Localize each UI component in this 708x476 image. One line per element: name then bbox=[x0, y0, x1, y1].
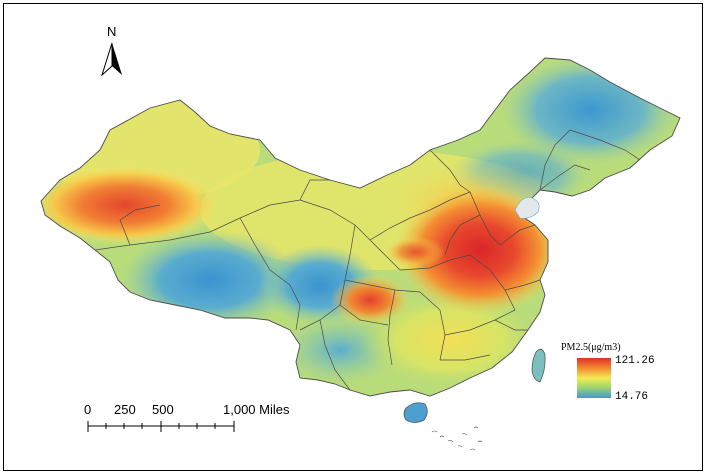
north-label: N bbox=[107, 24, 117, 39]
taiwan-island bbox=[531, 348, 546, 383]
scale-label-1000: 1,000 Miles bbox=[223, 402, 290, 417]
scale-label-0: 0 bbox=[84, 402, 92, 417]
north-arrow-icon bbox=[101, 42, 122, 76]
bohai-sea bbox=[514, 197, 540, 219]
scale-label-250: 250 bbox=[114, 402, 136, 417]
scale-label-500: 500 bbox=[152, 402, 174, 417]
scale-bar bbox=[87, 421, 235, 432]
legend-title: PM2.5(μg/m3) bbox=[561, 342, 621, 353]
province-boundaries bbox=[94, 129, 641, 391]
hainan-island bbox=[403, 402, 428, 423]
legend-min-value: 14.76 bbox=[615, 391, 649, 403]
legend-max-value: 121.26 bbox=[615, 355, 655, 367]
south-sea-islands bbox=[431, 426, 483, 451]
scale-bar-labels: 0 250 500 1,000 Miles bbox=[0, 402, 708, 418]
legend-color-ramp bbox=[577, 358, 611, 398]
